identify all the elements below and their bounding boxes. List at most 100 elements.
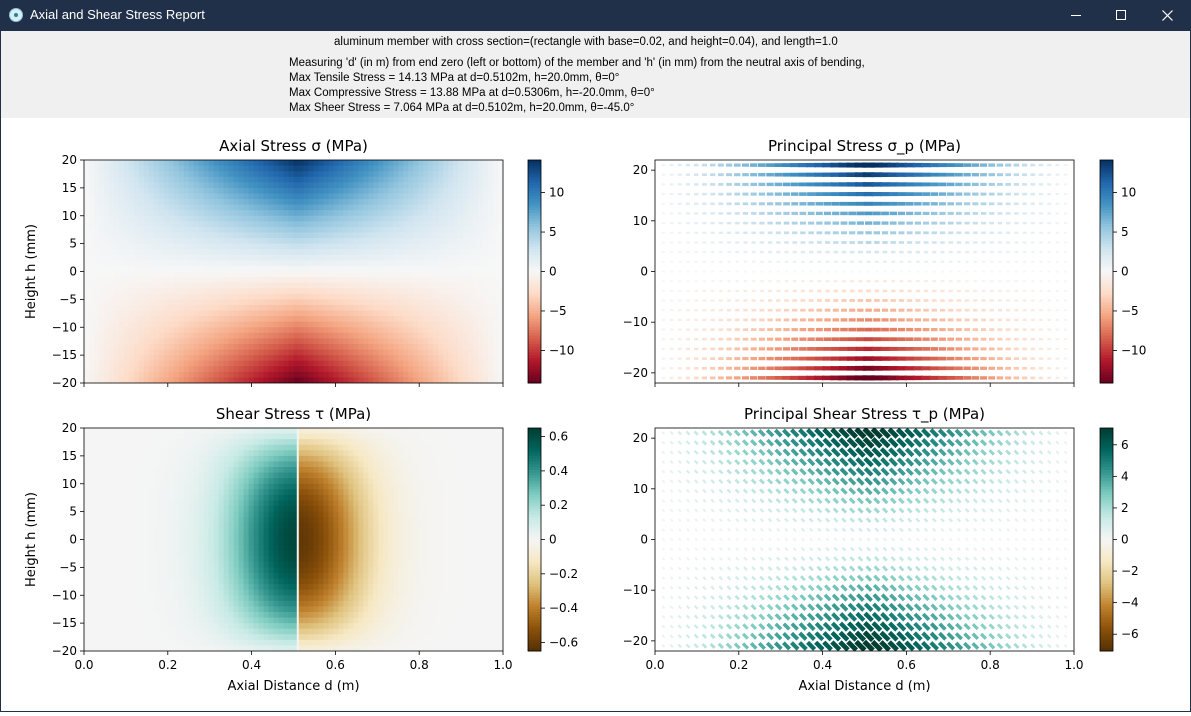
heatmap-cell	[114, 333, 120, 339]
heatmap-cell	[418, 238, 424, 244]
heatmap-cell	[493, 177, 499, 183]
heatmap-cell	[398, 283, 404, 289]
heatmap-cell	[289, 166, 295, 172]
heatmap-cell	[493, 210, 499, 216]
heatmap-cell	[214, 344, 220, 350]
heatmap-cell	[234, 355, 240, 361]
heatmap-cell	[224, 288, 230, 294]
heatmap-cell	[388, 366, 394, 372]
heatmap-cell	[189, 350, 195, 356]
heatmap-cell	[254, 205, 260, 211]
heatmap-cell	[298, 249, 304, 255]
heatmap-cell	[368, 160, 374, 166]
heatmap-cell	[239, 249, 245, 255]
heatmap-cell	[358, 355, 364, 361]
heatmap-cell	[318, 333, 324, 339]
heatmap-cell	[403, 272, 409, 278]
heatmap-cell	[284, 350, 290, 356]
heatmap-cell	[303, 171, 309, 177]
heatmap-cell	[154, 316, 160, 322]
heatmap-cell	[109, 540, 115, 546]
heatmap-cell	[94, 567, 100, 573]
heatmap-cell	[433, 221, 439, 227]
heatmap-cell	[358, 344, 364, 350]
heatmap-cell	[308, 232, 314, 238]
heatmap-cell	[224, 171, 230, 177]
heatmap-cell	[413, 193, 419, 199]
heatmap-cell	[279, 166, 285, 172]
heatmap-cell	[94, 311, 100, 317]
heatmap-cell	[109, 294, 115, 300]
heatmap-cell	[164, 283, 170, 289]
heatmap-cell	[423, 333, 429, 339]
heatmap-cell	[119, 299, 125, 305]
heatmap-cell	[398, 205, 404, 211]
heatmap-cell	[84, 612, 90, 618]
heatmap-cell	[433, 311, 439, 317]
heatmap-cell	[284, 188, 290, 194]
heatmap-cell	[134, 255, 140, 261]
heatmap-cell	[483, 322, 489, 328]
heatmap-cell	[274, 316, 280, 322]
heatmap-cell	[219, 188, 225, 194]
heatmap-cell	[318, 232, 324, 238]
heatmap-cell	[239, 272, 245, 278]
heatmap-cell	[164, 221, 170, 227]
heatmap-cell	[423, 255, 429, 261]
heatmap-cell	[224, 227, 230, 233]
heatmap-cell	[398, 366, 404, 372]
heatmap-cell	[303, 322, 309, 328]
heatmap-cell	[423, 338, 429, 344]
heatmap-cell	[259, 244, 265, 250]
heatmap-cell	[403, 288, 409, 294]
heatmap-cell	[179, 338, 185, 344]
heatmap-cell	[438, 171, 444, 177]
heatmap-cell	[134, 366, 140, 372]
heatmap-cell	[318, 199, 324, 205]
heatmap-cell	[94, 238, 100, 244]
heatmap-cell	[393, 338, 399, 344]
heatmap-cell	[318, 193, 324, 199]
heatmap-cell	[294, 227, 300, 233]
heatmap-cell	[383, 350, 389, 356]
heatmap-cell	[219, 160, 225, 166]
minimize-button[interactable]	[1053, 0, 1099, 31]
heatmap-cell	[433, 232, 439, 238]
report-line-max-compressive: Max Compressive Stress = 13.88 MPa at d=…	[289, 87, 655, 99]
heatmap-cell	[353, 160, 359, 166]
heatmap-cell	[189, 316, 195, 322]
close-button[interactable]	[1144, 0, 1190, 31]
heatmap-cell	[289, 249, 295, 255]
heatmap-cell	[423, 232, 429, 238]
heatmap-cell	[189, 166, 195, 172]
heatmap-cell	[164, 272, 170, 278]
heatmap-cell	[164, 350, 170, 356]
heatmap-cell	[229, 260, 235, 266]
heatmap-cell	[458, 361, 464, 367]
heatmap-cell	[219, 166, 225, 172]
heatmap-cell	[343, 299, 349, 305]
heatmap-cell	[298, 311, 304, 317]
heatmap-cell	[199, 166, 205, 172]
heatmap-cell	[443, 322, 449, 328]
heatmap-cell	[179, 160, 185, 166]
heatmap-cell	[149, 199, 155, 205]
heatmap-cell	[99, 227, 105, 233]
heatmap-cell	[229, 272, 235, 278]
heatmap-cell	[249, 372, 255, 378]
heatmap-cell	[194, 232, 200, 238]
heatmap-cell	[199, 372, 205, 378]
heatmap-cell	[189, 305, 195, 311]
maximize-button[interactable]	[1098, 0, 1144, 31]
heatmap-cell	[463, 338, 469, 344]
heatmap-cell	[363, 322, 369, 328]
heatmap-cell	[274, 299, 280, 305]
heatmap-cell	[443, 266, 449, 272]
heatmap-cell	[463, 372, 469, 378]
heatmap-cell	[328, 299, 334, 305]
heatmap-cell	[343, 199, 349, 205]
colorbar-tick-label: 5	[549, 225, 557, 239]
heatmap-cell	[338, 255, 344, 261]
heatmap-cell	[249, 238, 255, 244]
heatmap-cell	[259, 266, 265, 272]
